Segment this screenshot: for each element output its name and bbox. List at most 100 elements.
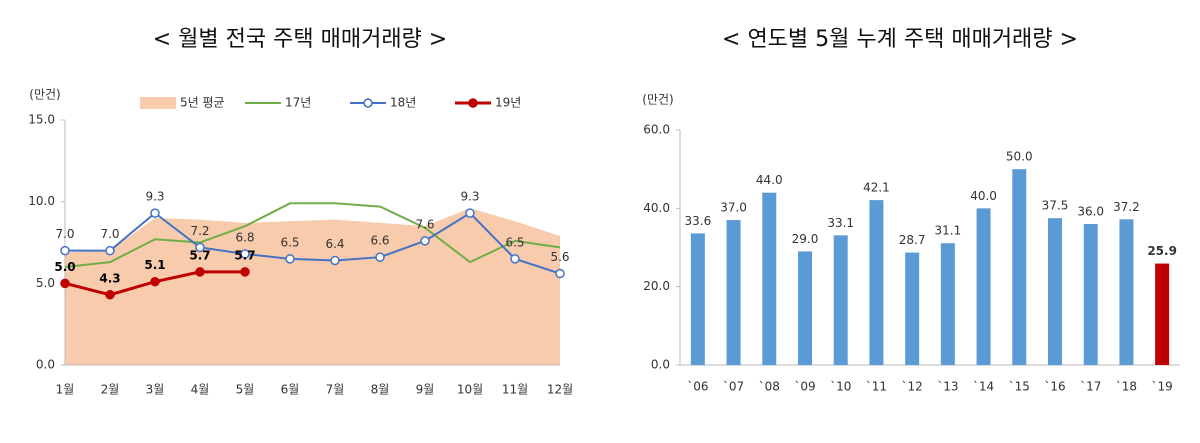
chart-title: < 월별 전국 주택 매매거래량 > [153, 27, 447, 52]
data-label: 33.6 [684, 214, 711, 228]
point [60, 278, 70, 289]
data-label: 37.2 [1113, 200, 1140, 214]
point [240, 249, 250, 259]
x-tick-label: 1월 [56, 383, 75, 397]
point [195, 267, 205, 277]
bar [869, 200, 884, 365]
data-label: 37.5 [1042, 199, 1069, 213]
y-axis-label: (만건) [29, 88, 60, 102]
legend-label: 17년 [285, 96, 311, 110]
y-tick-label: 40.0 [643, 201, 670, 215]
x-tick-label: 2월 [101, 383, 120, 397]
x-tick-label: 10월 [457, 383, 483, 397]
x-tick-label: `09 [794, 380, 815, 394]
y-tick-label: 15.0 [28, 113, 55, 127]
point [465, 208, 475, 218]
x-tick-label: `12 [902, 380, 923, 394]
data-label: 6.5 [280, 235, 299, 249]
point [195, 242, 205, 253]
legend-label: 18년 [390, 96, 416, 110]
x-tick-label: `16 [1044, 380, 1065, 394]
x-tick-label: `15 [1009, 380, 1030, 394]
x-tick-label: 9월 [416, 383, 435, 397]
point [375, 252, 385, 262]
legend-marker [363, 98, 373, 108]
bar [690, 233, 705, 365]
bar [1012, 169, 1027, 365]
y-axis-label: (만건) [642, 93, 673, 107]
data-label: 31.1 [934, 224, 961, 238]
data-label: 40.0 [970, 189, 997, 203]
data-label: 5.6 [550, 250, 569, 264]
point [420, 236, 430, 246]
line [65, 211, 561, 275]
point [60, 245, 70, 256]
x-tick-label: `08 [759, 380, 780, 394]
data-label: 9.3 [460, 190, 479, 204]
y-tick-label: 60.0 [643, 123, 670, 137]
data-label: 7.0 [100, 227, 119, 241]
bar [940, 243, 955, 365]
bar [976, 208, 991, 365]
y-tick-label: 20.0 [643, 279, 670, 293]
x-tick-label: 12월 [547, 383, 573, 397]
x-tick-label: `19 [1152, 380, 1173, 394]
x-tick-label: `11 [866, 380, 887, 394]
data-label: 29.0 [792, 232, 819, 246]
point [105, 245, 115, 256]
data-label: 50.0 [1006, 150, 1033, 164]
x-tick-label: `13 [937, 380, 958, 394]
x-tick-label: `17 [1080, 380, 1101, 394]
point [240, 267, 250, 277]
y-tick-label: 0.0 [651, 358, 670, 372]
data-label: 4.3 [99, 271, 120, 285]
legend-label: 5년 평균 [180, 96, 225, 110]
point [105, 290, 115, 300]
data-label: 9.3 [145, 190, 164, 204]
data-label: 33.1 [827, 216, 854, 230]
bar [1083, 224, 1098, 365]
area [65, 208, 560, 365]
bar [762, 192, 777, 365]
data-label: 5.7 [234, 248, 255, 262]
data-label: 7.6 [415, 217, 434, 231]
point [555, 268, 565, 279]
legend-swatch [140, 97, 176, 109]
data-label: 25.9 [1147, 244, 1177, 258]
x-tick-label: `07 [723, 380, 744, 394]
bar [1119, 219, 1134, 365]
data-label: 28.7 [899, 233, 926, 247]
bar [833, 235, 848, 365]
bar [905, 252, 920, 365]
x-tick-label: `06 [687, 380, 708, 394]
y-tick-label: 0.0 [36, 358, 55, 372]
bar [1048, 218, 1062, 365]
data-label: 42.1 [863, 181, 890, 195]
point [285, 254, 295, 264]
y-tick-label: 10.0 [28, 194, 55, 208]
x-tick-label: 5월 [236, 383, 255, 397]
data-label: 6.4 [325, 237, 344, 251]
y-tick-label: 5.0 [36, 276, 55, 290]
point [150, 276, 160, 287]
x-tick-label: 3월 [146, 383, 165, 397]
data-label: 36.0 [1077, 205, 1104, 219]
data-label: 6.8 [235, 230, 254, 244]
x-tick-label: 8월 [371, 383, 390, 397]
data-label: 37.0 [720, 201, 747, 215]
data-label: 6.6 [370, 234, 389, 248]
data-label: 5.1 [144, 258, 165, 272]
bar [1155, 263, 1170, 365]
data-label: 7.2 [190, 224, 209, 238]
chart-title: < 연도별 5월 누계 주택 매매거래량 > [722, 27, 1078, 52]
bar [726, 220, 741, 365]
line [64, 202, 561, 268]
x-tick-label: `18 [1116, 380, 1137, 394]
x-tick-label: `10 [830, 380, 851, 394]
x-tick-label: 6월 [281, 383, 300, 397]
point [330, 255, 340, 266]
point [150, 208, 160, 218]
data-label: 7.0 [55, 227, 74, 241]
bar [798, 251, 812, 365]
data-label: 5.0 [54, 260, 75, 274]
